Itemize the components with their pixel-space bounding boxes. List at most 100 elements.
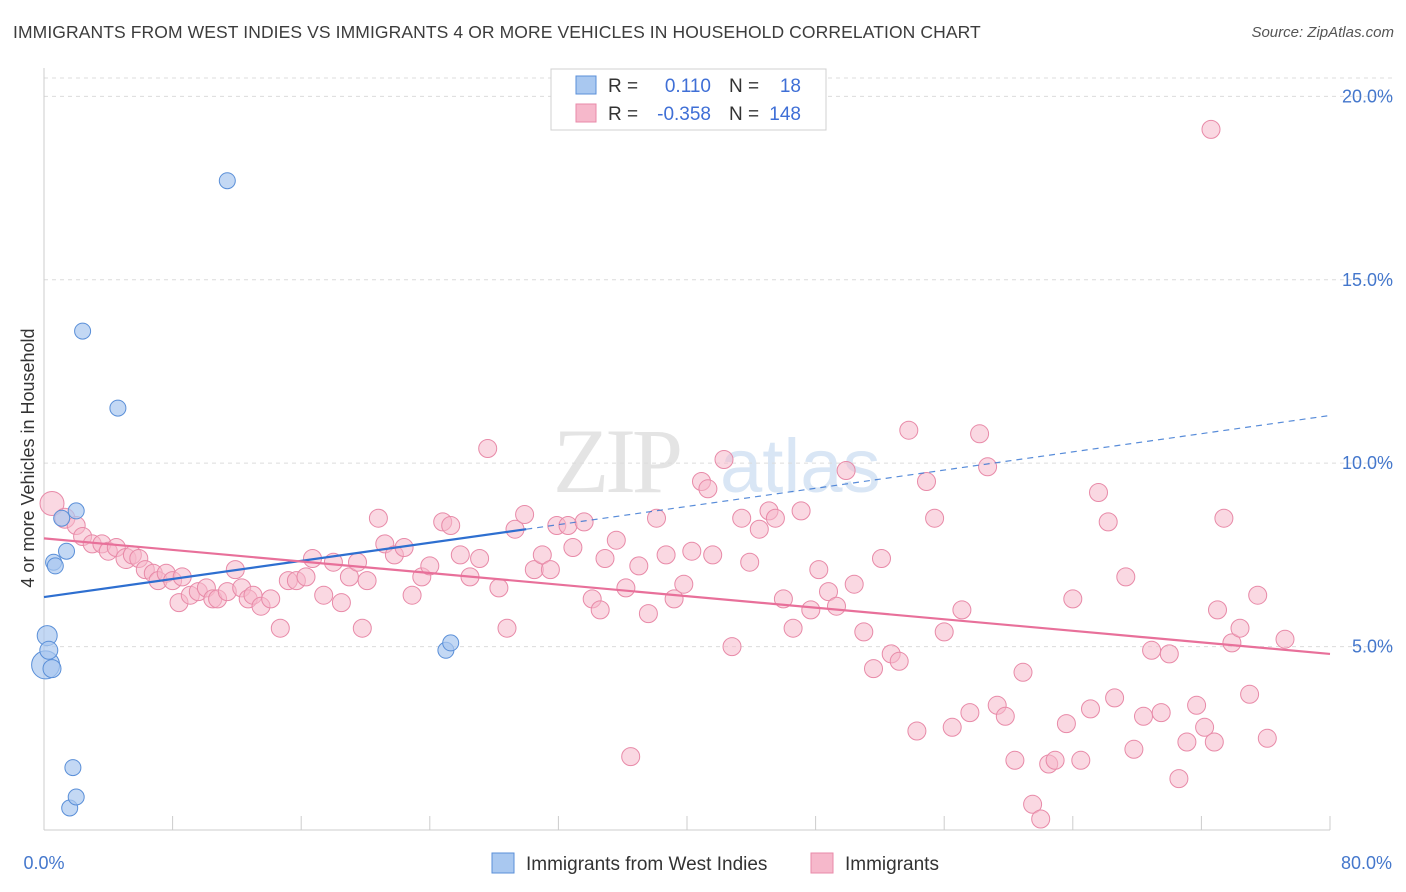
y-tick-label-3: 20.0% [1342,86,1393,106]
point-immigrants-39 [348,552,367,572]
point-immigrants-143 [1248,585,1268,605]
point-west-indies-12 [74,322,92,340]
point-immigrants-123 [1071,750,1091,770]
point-immigrants-0 [39,491,65,516]
point-immigrants-41 [352,618,372,638]
point-immigrants-106 [925,508,945,528]
point-immigrants-47 [420,556,440,576]
point-immigrants-35 [314,585,334,605]
point-immigrants-128 [1116,567,1136,587]
watermark-atlas: atlas [720,424,881,509]
point-immigrants-74 [647,508,666,528]
point-immigrants-51 [450,545,470,565]
point-immigrants-121 [1056,714,1076,734]
point-immigrants-136 [1187,695,1207,715]
point-immigrants-45 [402,585,422,605]
point-immigrants-112 [978,457,998,477]
point-west-indies-13 [109,399,127,417]
point-immigrants-114 [995,706,1015,726]
point-immigrants-126 [1098,512,1118,532]
point-immigrants-33 [296,567,316,587]
point-immigrants-108 [942,717,962,737]
point-immigrants-97 [844,574,864,594]
y-tick-label-2: 15.0% [1342,270,1393,290]
point-immigrants-132 [1151,703,1171,723]
point-immigrants-63 [558,516,578,535]
y-axis-title: 4 or more Vehicles in Household [18,328,38,587]
point-immigrants-96 [836,461,856,480]
point-immigrants-75 [656,545,676,565]
point-immigrants-141 [1230,618,1250,638]
point-west-indies-2 [39,640,59,660]
point-immigrants-98 [854,622,874,642]
point-immigrants-73 [638,604,658,624]
point-immigrants-60 [532,545,552,565]
point-immigrants-138 [1204,732,1224,752]
point-immigrants-56 [497,618,517,638]
legend-label-immigrants: Immigrants [845,854,939,875]
point-immigrants-81 [703,545,723,565]
point-immigrants-142 [1240,684,1260,704]
point-immigrants-125 [1089,483,1108,502]
trend-lines [43,414,1331,656]
point-immigrants-50 [441,516,461,535]
point-immigrants-88 [765,508,785,528]
point-immigrants-120 [1045,750,1065,770]
stats-swatch-pink [575,103,597,123]
point-west-indies-5 [46,557,64,575]
point-west-indies-7 [58,542,75,560]
point-immigrants-127 [1105,688,1125,708]
point-west-indies-9 [64,759,82,777]
point-immigrants-130 [1134,706,1153,726]
point-immigrants-29 [261,589,281,609]
point-immigrants-117 [1023,794,1043,814]
x-tick-label-1: 80.0% [1341,853,1392,873]
point-immigrants-68 [595,549,615,568]
point-immigrants-144 [1257,728,1277,748]
point-west-indies-3 [42,659,62,679]
point-immigrants-64 [563,538,583,557]
point-immigrants-107 [934,622,954,642]
stats-box: R = 0.110 N = 18 R = -0.358 N = 148 [550,68,827,131]
point-immigrants-92 [801,600,821,620]
series-west-indies [31,172,460,817]
point-immigrants-95 [827,596,846,616]
point-west-indies-10 [67,788,85,806]
point-immigrants-102 [889,651,909,671]
point-immigrants-83 [722,637,742,657]
point-immigrants-40 [357,571,377,591]
point-immigrants-30 [270,618,290,638]
point-immigrants-115 [1005,750,1025,770]
point-immigrants-146 [1275,629,1295,649]
y-tick-labels: 5.0% 10.0% 15.0% 20.0% [1342,86,1393,656]
axes [43,68,1331,831]
point-immigrants-91 [791,501,811,521]
x-tick-label-0: 0.0% [23,853,64,873]
legend-swatch-immigrants [810,852,834,874]
trend-west-indies-dashed [526,414,1331,530]
legend-label-west-indies: Immigrants from West Indies [526,854,767,875]
point-immigrants-78 [682,541,702,561]
point-immigrants-93 [809,560,829,580]
point-immigrants-61 [540,560,560,580]
point-immigrants-72 [629,556,649,576]
stats-n-label-1: N = [729,76,759,97]
point-immigrants-133 [1159,644,1179,664]
point-immigrants-84 [732,508,752,528]
point-immigrants-54 [478,439,498,458]
point-immigrants-103 [899,420,919,440]
point-immigrants-110 [960,703,980,723]
trend-west-indies-solid [43,528,527,599]
point-immigrants-118 [1031,809,1051,829]
point-immigrants-48 [368,508,388,528]
series-immigrants [39,119,1295,829]
point-immigrants-139 [1214,508,1234,528]
point-immigrants-129 [1124,739,1144,759]
point-immigrants-70 [616,578,636,598]
stats-n-value-2: 148 [769,104,801,125]
point-immigrants-122 [1063,589,1083,609]
point-immigrants-99 [864,659,883,679]
point-immigrants-55 [489,578,509,598]
point-immigrants-82 [714,450,734,469]
